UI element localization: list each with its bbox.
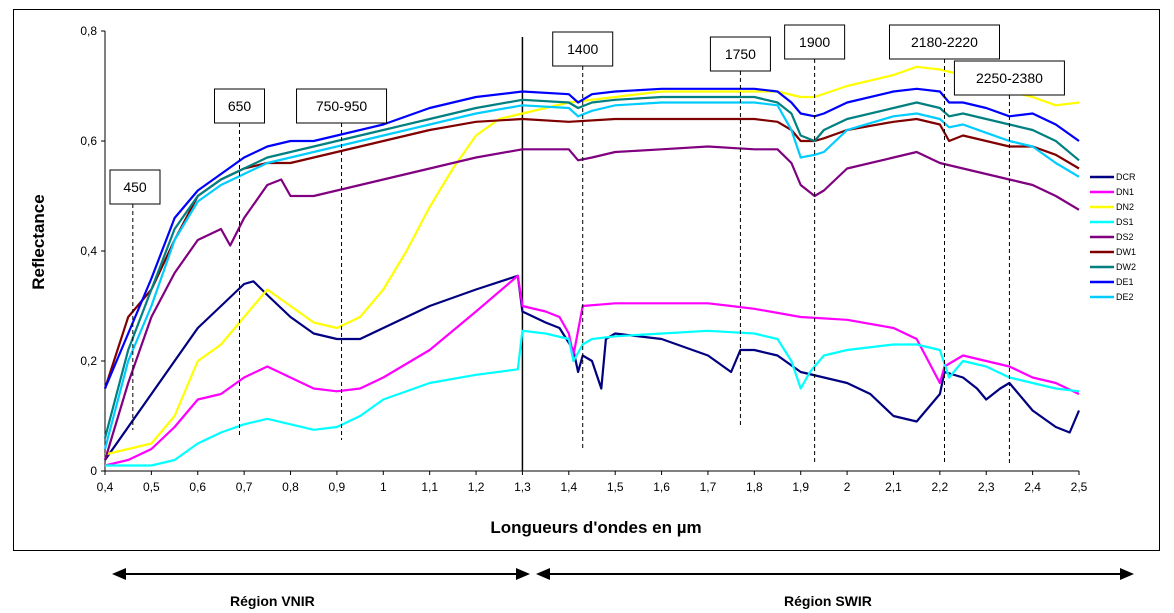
x-tick-label: 0,4 — [97, 480, 114, 494]
annotation-label: 1400 — [567, 41, 598, 57]
x-tick-label: 1,9 — [792, 480, 809, 494]
region-vnir-label: Région VNIR — [230, 593, 315, 609]
annotation-box — [953, 60, 1065, 96]
series-line-ds1 — [105, 329, 1080, 467]
y-tick-label: 0,4 — [80, 244, 97, 258]
x-tick-label: 0,8 — [282, 480, 299, 494]
series-line-ds2 — [103, 145, 1080, 461]
legend-label-de2: DE2 — [1116, 292, 1134, 302]
annotation-label: 1900 — [799, 34, 830, 50]
y-tick-label: 0,6 — [80, 134, 97, 148]
x-tick-label: 1,6 — [653, 480, 670, 494]
x-tick-label: 2 — [844, 480, 851, 494]
annotation-box — [296, 88, 388, 124]
chart-svg: 0 0,2 0,4 0,6 0,8 0,4 0,5 0,6 0,7 0,8 0,9 1 1,1 1,2 1,… — [29, 24, 1136, 537]
series-line-de2 — [103, 101, 1080, 450]
x-tick-label: 0,7 — [236, 480, 253, 494]
x-axis-label: Longueurs d'ondes en µm — [490, 518, 701, 537]
x-tick-label: 1,8 — [746, 480, 763, 494]
chart-frame: 0 0,2 0,4 0,6 0,8 0,4 0,5 0,6 0,7 0,8 0,9 1 1,1 1,2 1,… — [13, 9, 1160, 551]
annotation-box — [109, 169, 161, 205]
region-swir-label: Région SWIR — [784, 593, 872, 609]
annotation-box — [784, 24, 846, 60]
annotation-label: 2250-2380 — [976, 70, 1043, 86]
annotation-box — [214, 88, 266, 124]
legend-label-dw1: DW1 — [1116, 247, 1136, 257]
annotation-label: 450 — [123, 179, 147, 195]
series-line-dn2 — [104, 65, 1080, 456]
legend-label-dn1: DN1 — [1116, 187, 1134, 197]
x-tick-label: 1,2 — [468, 480, 485, 494]
y-tick-label: 0 — [90, 464, 97, 478]
legend-label-dcr: DCR — [1116, 172, 1136, 182]
annotation-label: 750-950 — [316, 98, 368, 114]
x-tick-label: 0,5 — [143, 480, 160, 494]
x-tick-label: 1,3 — [514, 480, 531, 494]
x-tick-label: 2,2 — [932, 480, 949, 494]
region-swir-arrowhead-right — [1120, 568, 1134, 580]
legend-label-ds2: DS2 — [1116, 232, 1134, 242]
x-tick-label: 1,5 — [607, 480, 624, 494]
series-line-de1 — [103, 87, 1080, 389]
annotation-box — [888, 24, 1000, 60]
legend-label-ds1: DS1 — [1116, 217, 1134, 227]
annotation-label: 1750 — [725, 46, 756, 62]
series-line-dw2 — [103, 95, 1080, 439]
x-tick-label: 2,1 — [885, 480, 902, 494]
annotation-label: 650 — [228, 98, 252, 114]
annotation-label: 2180-2220 — [911, 34, 978, 50]
x-tick-label: 1,1 — [421, 480, 438, 494]
legend-label-de1: DE1 — [1116, 277, 1134, 287]
legend-label-dw2: DW2 — [1116, 262, 1136, 272]
y-tick-label: 0,2 — [80, 354, 97, 368]
region-vnir-arrowhead-right — [516, 568, 530, 580]
series-line-dcr — [104, 274, 1081, 461]
series-line-dn1 — [104, 274, 1080, 467]
region-vnir-arrowhead-left — [112, 568, 126, 580]
region-swir-arrowhead-left — [536, 568, 550, 580]
plot-area: 0 0,2 0,4 0,6 0,8 0,4 0,5 0,6 0,7 0,8 0,9 1 1,1 1,2 1,… — [80, 24, 1136, 494]
x-tick-label: 1,4 — [560, 480, 577, 494]
x-tick-label: 0,9 — [329, 480, 346, 494]
y-axis-label: Reflectance — [29, 194, 48, 289]
x-tick-label: 2,4 — [1024, 480, 1041, 494]
x-tick-label: 2,5 — [1071, 480, 1088, 494]
legend-label-dn2: DN2 — [1116, 202, 1134, 212]
x-tick-label: 2,3 — [978, 480, 995, 494]
region-arrows — [112, 568, 1134, 580]
x-tick-label: 0,6 — [189, 480, 206, 494]
y-tick-label: 0,8 — [80, 24, 97, 38]
x-tick-label: 1,7 — [700, 480, 717, 494]
x-tick-label: 1 — [380, 480, 387, 494]
